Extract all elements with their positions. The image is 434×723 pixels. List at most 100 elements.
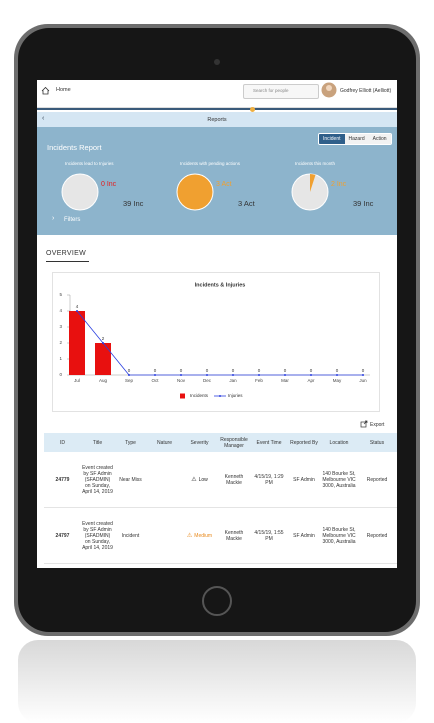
id-cell: 24797 [44, 507, 81, 564]
line-point [206, 374, 208, 376]
x-tick-label: Aug [99, 378, 108, 383]
y-tick-label: 0 [59, 372, 62, 377]
data-label: 0 [336, 368, 339, 373]
severity-cell: ⚠ Low [182, 452, 217, 508]
home-menu[interactable]: Home [56, 87, 71, 93]
tile-total: 39 Inc [353, 199, 374, 208]
tile-title: Incidents lead to Injuries [65, 161, 114, 166]
table-cell: 4/15/19, 1:29 PM [251, 452, 287, 508]
tile-highlight: 0 Inc [101, 181, 117, 188]
tile-pie [291, 173, 329, 211]
column-header: Location [321, 433, 357, 452]
home-icon[interactable] [41, 86, 50, 95]
table-cell: Reported [357, 507, 397, 564]
line-point [154, 374, 156, 376]
table-cell [147, 507, 182, 564]
pie-base [176, 173, 214, 211]
table-row[interactable]: 24797 Event created by SF Admin (SFADMIN)… [44, 507, 397, 564]
user-name[interactable]: Godfrey Elliott (Aelliott) [340, 88, 392, 94]
export-button[interactable]: Export [370, 422, 385, 428]
data-label: 0 [232, 368, 235, 373]
warning-icon: ⚠ [186, 533, 193, 539]
legend-label[interactable]: Injuries [228, 393, 243, 398]
line-point [128, 374, 130, 376]
export-icon[interactable] [360, 420, 368, 428]
table-row[interactable]: 24779 Event created by SF Admin (SFADMIN)… [44, 452, 397, 508]
pie-base [61, 173, 99, 211]
table-cell: 140 Bourke St, Melbourne VIC 3000, Austr… [321, 452, 357, 508]
chart: Incidents & Injuries 0 1 2 3 4 5 Jul Aug Sep Oct N… [59, 282, 370, 399]
search-box[interactable] [243, 84, 319, 99]
tile-title: Incidents this month [295, 161, 336, 166]
line-point [102, 342, 104, 344]
tile-total: 39 Inc [123, 199, 144, 208]
avatar[interactable] [321, 82, 337, 98]
table-cell: Event created by SF Admin (SFADMIN) on S… [81, 452, 114, 508]
table-cell: Kenneth Mackie [217, 507, 251, 564]
column-header: ID [44, 433, 81, 452]
tile-pie [176, 173, 214, 211]
column-header: Responsible Manager [217, 433, 251, 452]
table-cell: SF Admin [287, 507, 321, 564]
report-panel [37, 127, 397, 235]
y-tick-label: 4 [59, 308, 62, 313]
legend-swatch-dot [219, 395, 221, 397]
data-label: 0 [258, 368, 261, 373]
data-label: 0 [362, 368, 365, 373]
severity: Medium [194, 533, 213, 539]
line-point [180, 374, 182, 376]
data-label: 0 [154, 368, 157, 373]
filters-chevron[interactable]: › [52, 215, 55, 222]
column-header: Title [81, 433, 114, 452]
line-point [232, 374, 234, 376]
tab[interactable]: Action [368, 134, 391, 144]
table-wrap: ID Title Type Nature Severity Responsible Man… [44, 433, 397, 564]
tab[interactable]: Hazard [344, 134, 369, 144]
home-button[interactable] [202, 586, 232, 616]
line-point [362, 374, 364, 376]
table-cell [147, 452, 182, 508]
overview-title: OVERVIEW [46, 250, 87, 257]
legend-label[interactable]: Incidents [190, 393, 209, 398]
id-cell: 24779 [44, 452, 81, 508]
back-button[interactable]: ‹ [42, 115, 45, 122]
overview-underline [46, 261, 89, 262]
table-cell: Event created by SF Admin (SFADMIN) on S… [81, 507, 114, 564]
chart-title: Incidents & Injuries [195, 282, 246, 288]
tile-highlight: 2 Inc [331, 181, 347, 188]
table-cell: Kenneth Mackie [217, 452, 251, 508]
camera [214, 59, 220, 65]
progress-dot [250, 107, 255, 112]
table-cell: Incident [114, 507, 147, 564]
warning-icon: ⚠ [191, 477, 197, 483]
column-header: Type [114, 433, 147, 452]
column-header: Reported By [287, 433, 321, 452]
data-label: 0 [284, 368, 287, 373]
table-cell: 4/15/19, 1:55 PM [251, 507, 287, 564]
tab[interactable]: Incident [319, 134, 345, 144]
filters[interactable]: Filters [64, 217, 81, 223]
top-bar [37, 80, 397, 108]
reflection [18, 640, 416, 723]
line-point [76, 310, 78, 312]
report-title: Incidents Report [47, 143, 102, 152]
page-header [37, 112, 397, 127]
incidents-table: ID Title Type Nature Severity Responsible Man… [44, 433, 397, 564]
data-label: 0 [128, 368, 131, 373]
x-tick-label: Nov [177, 378, 186, 383]
data-label: 2 [102, 336, 105, 341]
page-title: Reports [207, 117, 227, 123]
data-label: 4 [76, 304, 79, 309]
data-label: 0 [180, 368, 183, 373]
x-tick-label: Sep [125, 378, 134, 383]
x-tick-label: Oct [151, 378, 159, 383]
table-cell: 140 Bourke St, Melbourne VIC 3000, Austr… [321, 507, 357, 564]
bar [95, 343, 111, 375]
line-point [336, 374, 338, 376]
search-placeholder: Search for people [253, 88, 289, 93]
table-cell: Near Miss [114, 452, 147, 508]
x-tick-label: Mar [281, 378, 289, 383]
bar [69, 311, 85, 375]
tile-highlight: 3 Act [216, 181, 232, 188]
